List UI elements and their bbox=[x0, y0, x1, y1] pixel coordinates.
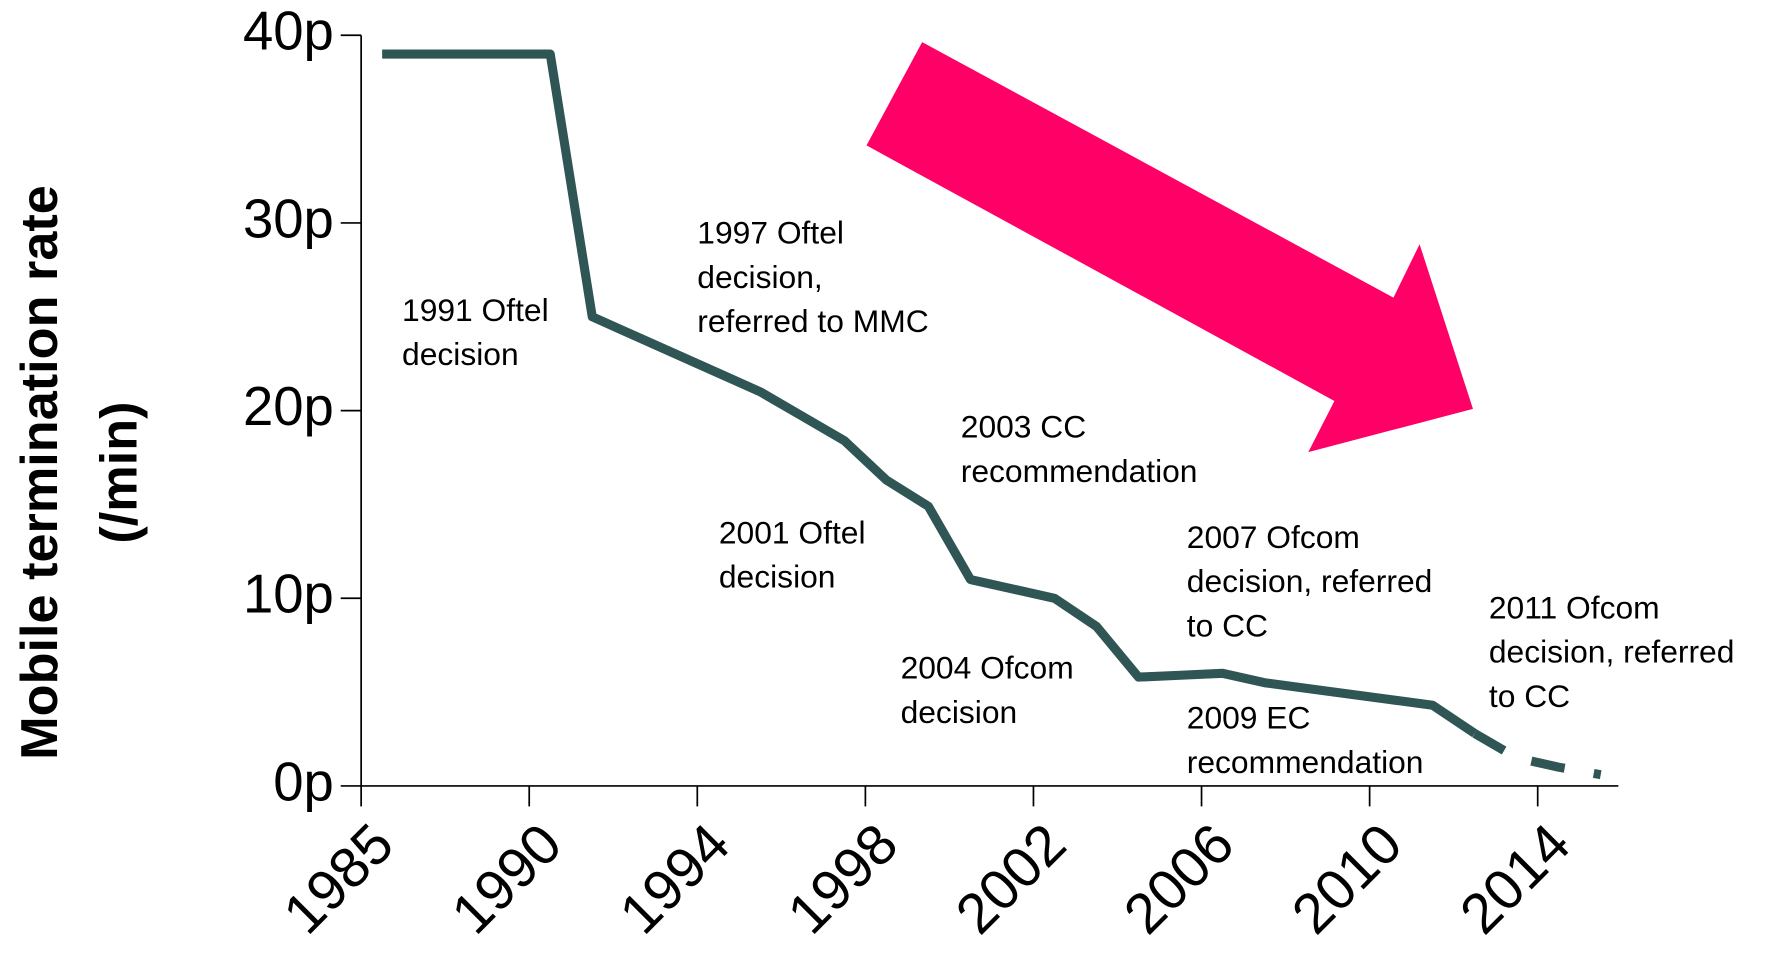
annotation: 2004 Ofcom bbox=[901, 650, 1074, 686]
x-tick-label: 2014 bbox=[1449, 812, 1583, 946]
annotation: referred to MMC bbox=[697, 303, 928, 339]
annotation: recommendation bbox=[961, 453, 1198, 489]
data-line bbox=[382, 49, 1478, 738]
y-tick-label: 30p bbox=[243, 188, 334, 249]
annotation: decision bbox=[402, 336, 519, 372]
annotation: to CC bbox=[1489, 678, 1570, 714]
x-tick-label: 1990 bbox=[440, 812, 574, 946]
x-tick-label: 1985 bbox=[272, 812, 406, 946]
annotation: recommendation bbox=[1187, 744, 1424, 780]
annotation: 2003 CC bbox=[961, 409, 1086, 445]
x-tick-label: 1998 bbox=[776, 812, 910, 946]
annotation: decision, bbox=[697, 259, 822, 295]
annotation: 1997 Oftel bbox=[697, 215, 844, 251]
x-tick-label: 2010 bbox=[1281, 812, 1415, 946]
annotation: 2001 Oftel bbox=[719, 514, 866, 550]
y-tick-label: 40p bbox=[243, 1, 334, 62]
y-tick-label: 10p bbox=[243, 564, 334, 625]
annotation: 2009 EC bbox=[1187, 699, 1311, 735]
annotation: decision, referred bbox=[1187, 563, 1433, 599]
data-line bbox=[1472, 729, 1602, 780]
annotation: 1991 Oftel bbox=[402, 292, 549, 328]
y-tick-label: 0p bbox=[273, 751, 334, 812]
annotation: decision, referred bbox=[1489, 634, 1735, 670]
annotation: decision bbox=[901, 694, 1018, 730]
annotation: decision bbox=[719, 559, 836, 595]
x-tick-label: 2006 bbox=[1112, 812, 1246, 946]
y-tick-label: 20p bbox=[243, 376, 334, 437]
x-tick-label: 2002 bbox=[944, 812, 1078, 946]
x-tick-label: 1994 bbox=[608, 812, 742, 946]
trend-arrow bbox=[866, 42, 1473, 453]
annotation: 2011 Ofcom bbox=[1489, 589, 1660, 625]
y-axis-label: Mobile termination rate bbox=[11, 185, 69, 760]
annotation: 2007 Ofcom bbox=[1187, 519, 1360, 555]
annotation: to CC bbox=[1187, 607, 1268, 643]
y-axis-label: (/min) bbox=[90, 401, 148, 543]
